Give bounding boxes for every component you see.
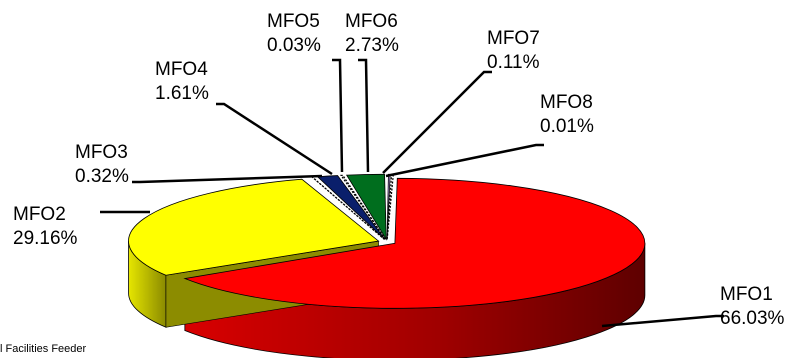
slice-percent-mfo5: 0.03% [267, 35, 321, 56]
slice-percent-mfo6: 2.73% [345, 35, 399, 56]
slice-name-mfo3: MFO3 [75, 142, 128, 163]
slice-percent-mfo3: 0.32% [75, 166, 129, 187]
slice-name-mfo2: MFO2 [13, 204, 66, 225]
slice-mfo2 [128, 178, 380, 276]
slice-name-mfo4: MFO4 [155, 59, 208, 80]
slice-percent-mfo2: 29.16% [13, 228, 78, 249]
slice-name-mfo7: MFO7 [487, 28, 540, 49]
slice-name-mfo5: MFO5 [267, 11, 320, 32]
leader-line-mfo8 [385, 143, 544, 178]
slice-mfo6 [345, 173, 387, 241]
slice-name-mfo6: MFO6 [345, 11, 398, 32]
leader-line-mfo7 [382, 70, 492, 174]
leader-lines [100, 58, 724, 328]
slice-mfo1 [183, 177, 646, 309]
leader-line-mfo3 [132, 174, 323, 184]
slice-mfo5 [339, 174, 386, 240]
slice-percent-mfo7: 0.11% [487, 52, 540, 73]
leader-line-mfo1 [601, 314, 724, 328]
leader-line-mfo4 [216, 102, 333, 176]
slice-percent-mfo8: 0.01% [540, 116, 594, 137]
slice-labels: MFO1 66.03% MFO2 29.16% MFO3 0.32% MFO4 1.61% MF… [13, 11, 785, 329]
slice-name-mfo8: MFO8 [540, 92, 593, 113]
slice-percent-mfo4: 1.61% [155, 83, 209, 104]
leader-line-mfo6 [358, 58, 370, 173]
chart-footnote: l Facilities Feeder [0, 343, 87, 355]
slice-percent-mfo1: 66.03% [720, 308, 785, 329]
leader-line-mfo5 [332, 58, 344, 173]
slice-name-mfo1: MFO1 [720, 284, 773, 305]
